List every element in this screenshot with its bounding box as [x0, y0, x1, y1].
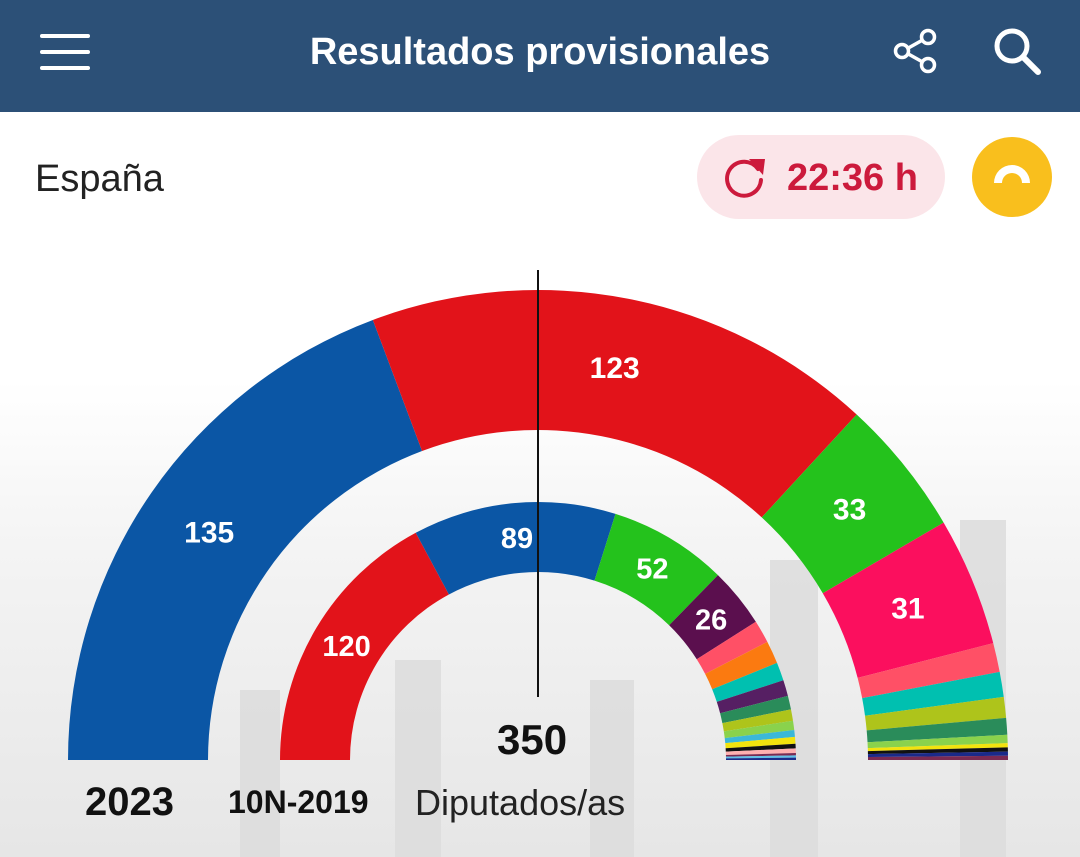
hemicycle-chart: 135 123 33 31 120 89 52 26 [0, 270, 1080, 857]
inner-ring-2019 [280, 501, 796, 760]
seat-count-label: 123 [590, 352, 640, 385]
seat-slice[interactable] [725, 757, 796, 760]
seat-slice[interactable] [724, 729, 795, 744]
seat-count-label: 31 [891, 592, 924, 625]
update-time: 22:36 h [787, 157, 918, 199]
seat-slice[interactable] [68, 319, 423, 760]
seat-slice[interactable] [725, 736, 796, 749]
slice-labels: 135 123 33 31 120 89 52 26 [184, 352, 924, 663]
region-name: España [35, 158, 164, 200]
seat-slice[interactable] [705, 641, 778, 690]
outer-ring-2023 [68, 290, 1008, 760]
refresh-icon [725, 159, 765, 198]
seat-slice[interactable] [720, 695, 791, 724]
seat-slice[interactable] [725, 755, 796, 759]
seat-slice[interactable] [865, 696, 1007, 731]
seat-slice[interactable] [723, 720, 795, 739]
seat-slice[interactable] [712, 662, 784, 702]
seat-slice[interactable] [725, 748, 796, 755]
total-seats: 350 [497, 716, 568, 763]
seat-slice[interactable] [696, 621, 768, 674]
semicircle-icon [994, 165, 1030, 183]
seat-count-label: 52 [636, 554, 668, 586]
share-icon[interactable] [890, 26, 940, 76]
seat-count-label: 135 [184, 517, 234, 550]
seat-slice[interactable] [862, 671, 1004, 716]
seats-unit-label: Diputados/as [415, 782, 626, 823]
seat-slice[interactable] [867, 734, 1008, 749]
hamburger-menu-icon[interactable] [40, 34, 92, 70]
seat-slice[interactable] [415, 501, 616, 595]
seat-slice[interactable] [725, 743, 796, 752]
seat-slice[interactable] [722, 709, 794, 732]
page-title: Resultados provisionales [309, 31, 771, 73]
search-icon[interactable] [990, 24, 1044, 78]
seat-slice[interactable] [867, 751, 1008, 758]
seat-slice[interactable] [866, 717, 1008, 743]
seat-slice[interactable] [594, 513, 718, 626]
refresh-button[interactable]: 22:36 h [697, 135, 945, 219]
seat-slice[interactable] [857, 643, 1000, 699]
seat-slice[interactable] [669, 575, 756, 660]
seat-slice[interactable] [867, 755, 1008, 760]
seat-slice[interactable] [867, 747, 1008, 755]
current-year-label: 2023 [85, 780, 174, 824]
seat-slice[interactable] [867, 743, 1008, 752]
previous-election-label: 10N-2019 [228, 784, 369, 820]
hemicycle-view-button[interactable] [972, 137, 1052, 217]
seat-slice[interactable] [725, 753, 796, 757]
seat-slice[interactable] [280, 532, 449, 760]
seat-slice[interactable] [716, 680, 788, 714]
seat-slice[interactable] [372, 290, 857, 518]
seat-slice[interactable] [761, 414, 944, 594]
top-app-bar: Resultados provisionales [0, 0, 1080, 112]
seat-count-label: 89 [501, 523, 533, 555]
seat-count-label: 33 [833, 494, 866, 527]
seat-count-label: 120 [322, 631, 370, 663]
seat-count-label: 26 [695, 605, 727, 637]
seat-slice[interactable] [822, 522, 994, 678]
